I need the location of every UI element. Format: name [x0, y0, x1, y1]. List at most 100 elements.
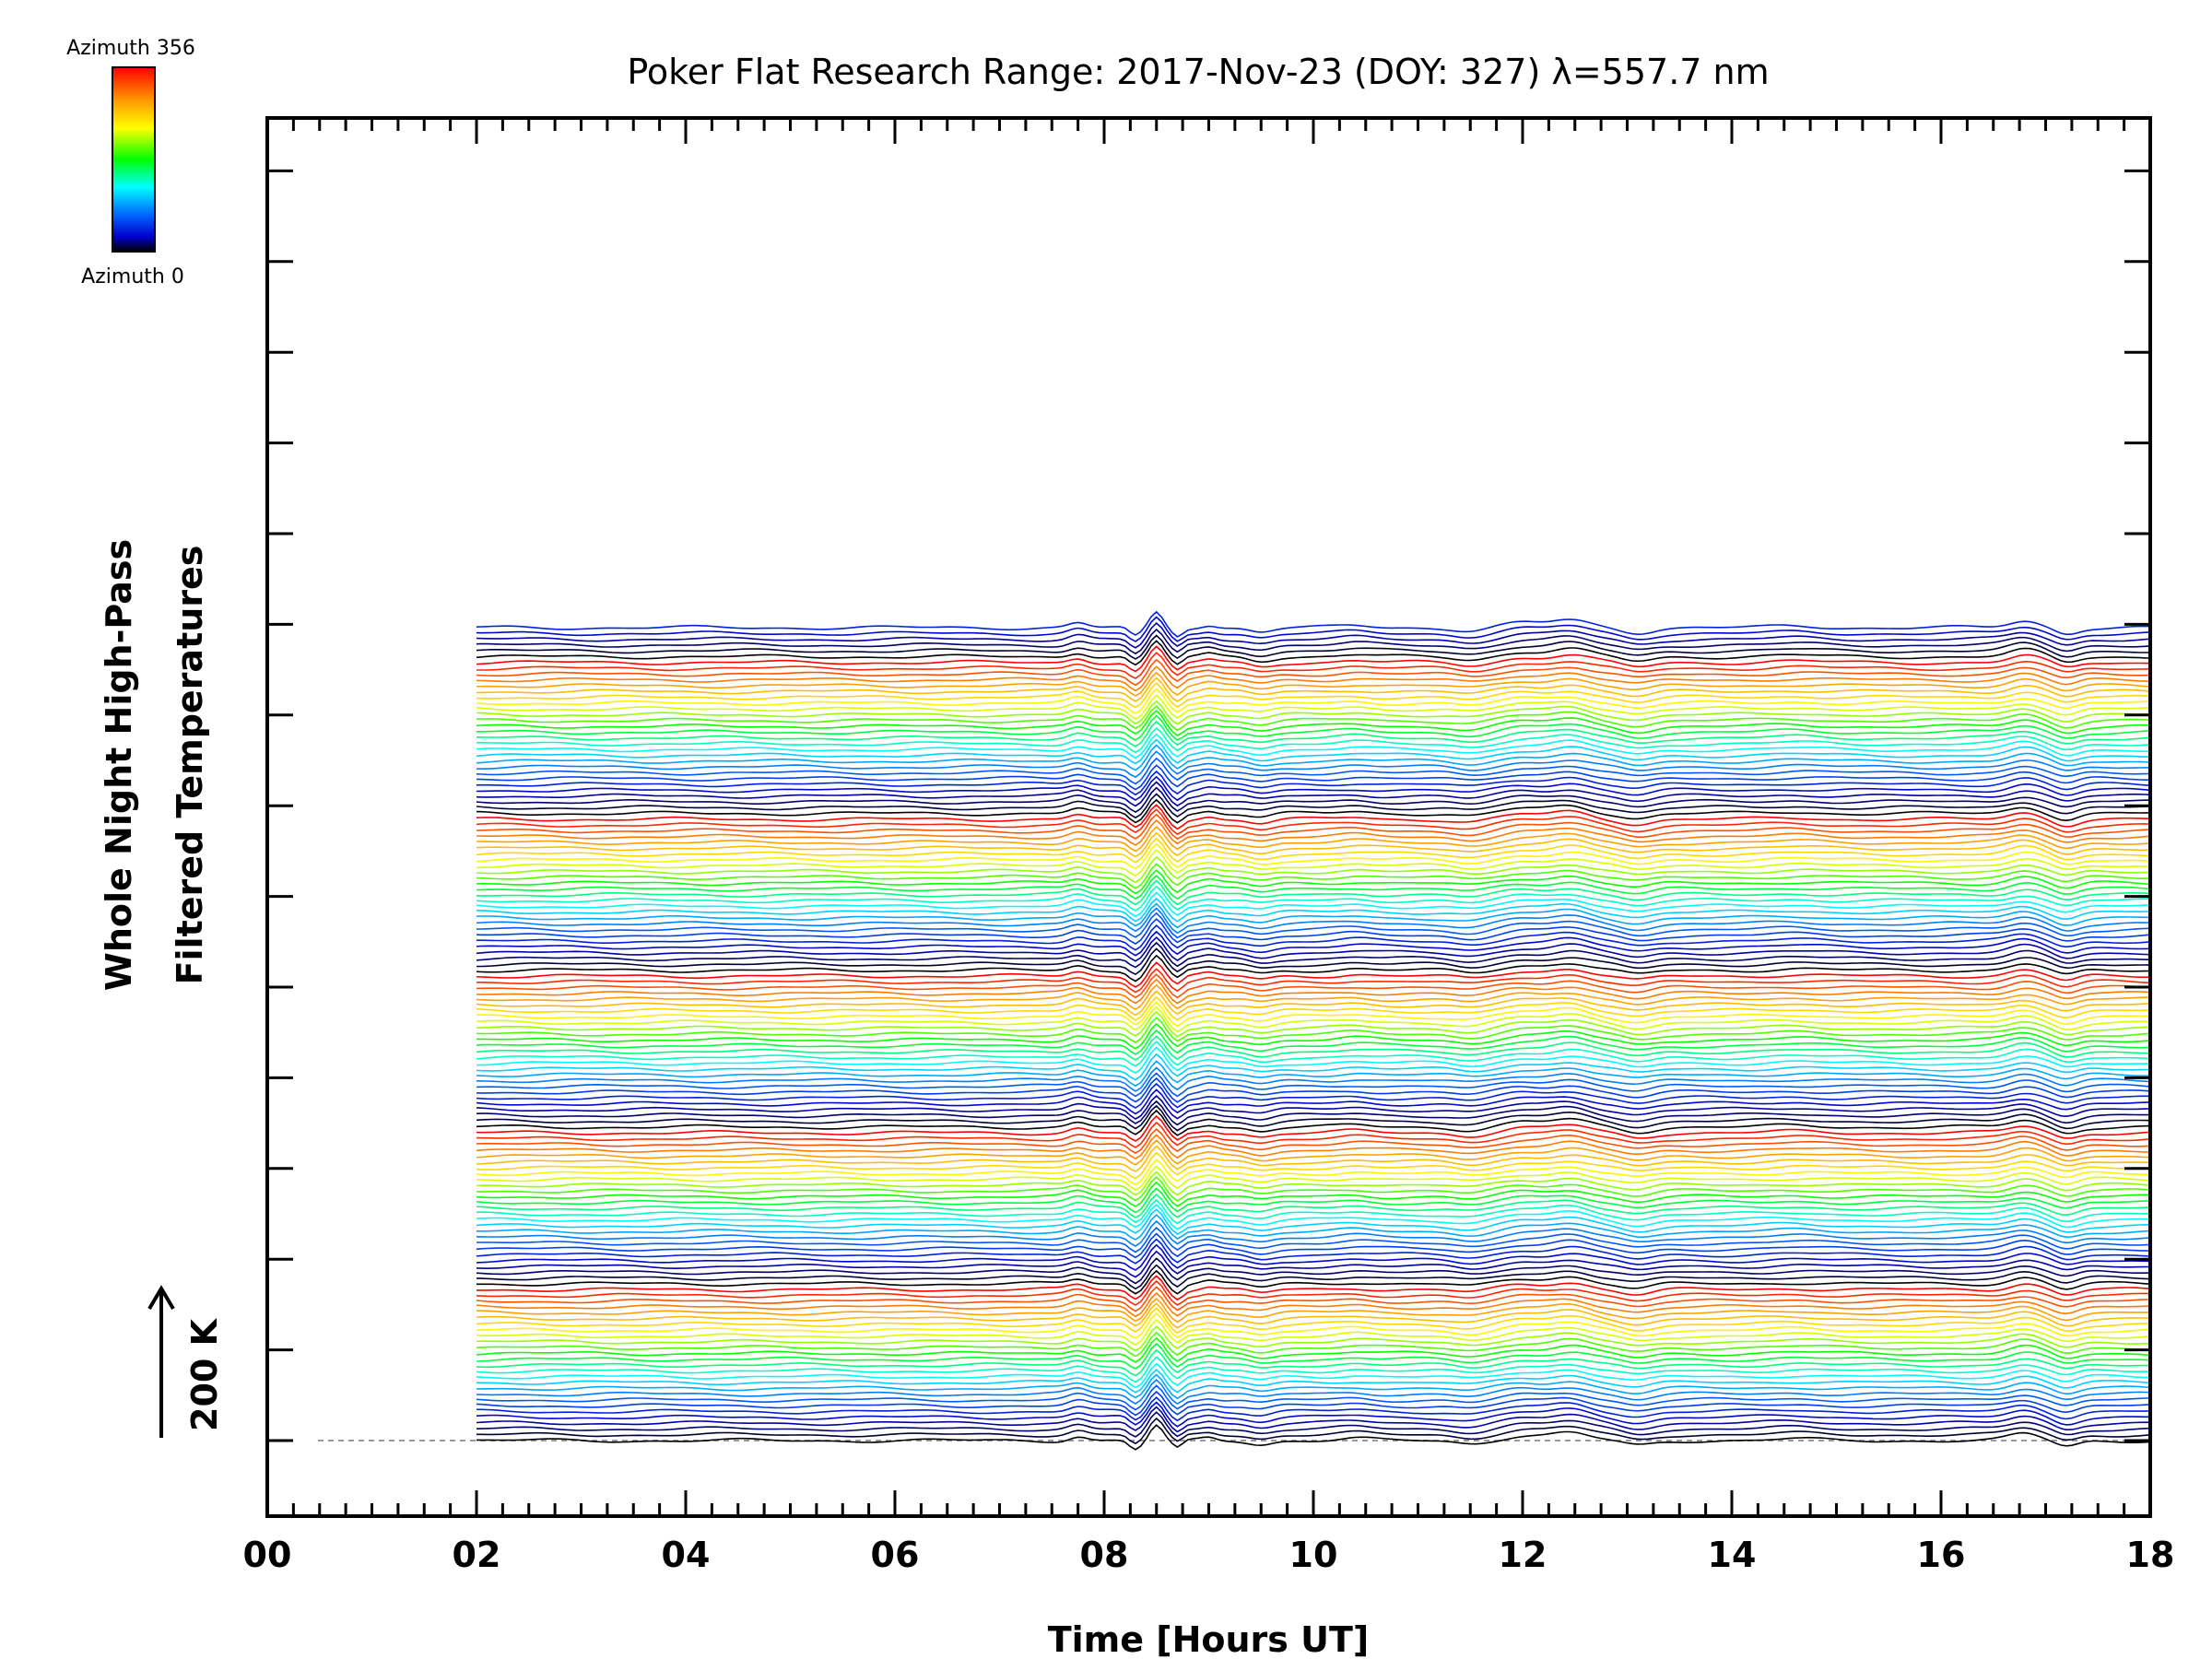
series-line	[476, 781, 2151, 807]
series-line	[476, 1094, 2151, 1120]
series-line	[476, 720, 2151, 747]
series-line	[476, 671, 2151, 697]
series-line	[476, 1082, 2150, 1109]
series-line	[476, 1342, 2151, 1370]
series-line	[476, 818, 2151, 846]
series-line	[476, 634, 2151, 660]
series-line	[476, 1208, 2151, 1235]
x-tick-label: 08	[1080, 1535, 1129, 1575]
series-line	[476, 983, 2150, 1011]
series-line	[476, 1257, 2151, 1285]
series-line	[476, 1411, 2151, 1438]
series-line	[476, 808, 2151, 836]
series-line	[476, 907, 2151, 935]
series-line	[476, 1121, 2151, 1148]
series-line	[476, 1390, 2151, 1417]
series-line	[476, 694, 2151, 721]
series-line	[476, 786, 2151, 814]
series-line	[476, 709, 2151, 736]
x-axis-label: Time [Hours UT]	[1048, 1619, 1370, 1659]
scale-bar-label: 200 K	[184, 1317, 225, 1431]
series-line	[476, 863, 2150, 889]
series-line	[476, 990, 2151, 1017]
series-line	[476, 1348, 2150, 1377]
series-line	[476, 733, 2151, 759]
series-line	[476, 1016, 2151, 1043]
scale-bar: 200 K	[147, 1285, 225, 1438]
chart-title: Poker Flat Research Range: 2017-Nov-23 (…	[627, 52, 1769, 92]
series-line	[476, 764, 2150, 791]
series-line	[476, 1356, 2151, 1383]
x-tick-label: 16	[1917, 1535, 1966, 1575]
series-line	[477, 1046, 2151, 1075]
series-line	[476, 936, 2151, 962]
series-line	[476, 1232, 2151, 1259]
x-tick-label: 10	[1289, 1535, 1338, 1575]
series-line	[477, 1396, 2151, 1422]
series-line	[476, 1227, 2151, 1253]
series-line	[476, 793, 2151, 819]
series-line	[476, 688, 2151, 715]
series-line	[476, 744, 2151, 771]
x-tick-label: 02	[453, 1535, 501, 1575]
series-line	[476, 973, 2151, 999]
series-line	[476, 869, 2151, 895]
x-tick-label: 00	[243, 1535, 292, 1575]
series-line	[476, 1072, 2151, 1098]
series-line	[476, 995, 2151, 1021]
series-line	[476, 1010, 2151, 1038]
series-line	[477, 968, 2151, 994]
series-line	[476, 1243, 2151, 1271]
x-tick-labels: 00 02 04 06 08 10 12 14 16 18	[243, 1535, 2175, 1575]
series-line	[476, 1114, 2151, 1142]
series-line	[477, 1175, 2151, 1202]
series-line	[476, 1041, 2151, 1067]
x-tick-label: 14	[1708, 1535, 1757, 1575]
series-line	[476, 705, 2151, 732]
series-line	[476, 885, 2150, 912]
series-line	[476, 855, 2151, 884]
series-line	[476, 610, 2151, 638]
series-line	[476, 770, 2151, 796]
series-line	[477, 1213, 2151, 1241]
colorbar-top-label: Azimuth 356	[66, 37, 195, 60]
series-line	[476, 1145, 2151, 1172]
series-line	[477, 1022, 2151, 1050]
series-line	[476, 1401, 2150, 1428]
series-line	[476, 798, 2151, 824]
x-tick-label: 18	[2126, 1535, 2175, 1575]
series-line	[476, 941, 2151, 969]
series-line	[477, 727, 2151, 754]
series-line	[476, 1238, 2151, 1265]
series-line	[476, 645, 2151, 673]
series-line	[476, 1181, 2151, 1207]
series-line	[476, 891, 2151, 918]
series-line	[476, 1406, 2151, 1433]
series-line	[476, 628, 2151, 655]
series-line	[476, 879, 2151, 906]
plot-area	[265, 116, 2152, 1518]
series-line	[476, 1318, 2151, 1347]
series-line	[476, 831, 2151, 858]
series-line	[476, 842, 2151, 870]
y-label-line-1: Whole Night High-Pass	[99, 539, 139, 991]
series-line	[476, 1193, 2151, 1219]
series-line	[476, 804, 2151, 830]
series-line	[476, 1053, 2151, 1081]
series-line	[476, 902, 2150, 929]
series-line	[476, 897, 2151, 923]
series-line	[476, 1134, 2151, 1160]
series-line	[477, 1275, 2151, 1301]
series-line	[476, 1378, 2151, 1406]
series-line	[476, 1331, 2150, 1358]
series-line	[476, 1060, 2150, 1088]
series-line	[476, 1307, 2150, 1335]
series-line	[476, 1362, 2151, 1389]
series-line	[476, 1384, 2151, 1411]
series-line	[476, 874, 2151, 900]
series-line	[476, 1109, 2151, 1136]
series-line	[476, 961, 2150, 988]
series-line	[476, 813, 2151, 841]
series-line	[476, 1001, 2150, 1028]
